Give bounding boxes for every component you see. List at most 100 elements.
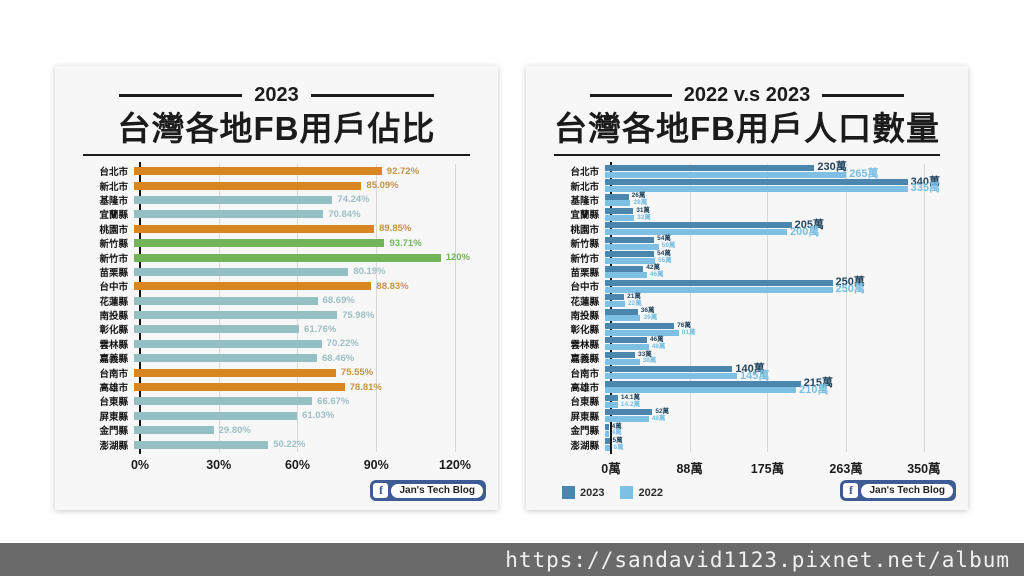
bar-2023	[605, 308, 638, 315]
value-label-2022: 38萬	[642, 357, 657, 365]
value-label-2022: 22萬	[628, 299, 642, 307]
bar-2023	[605, 179, 908, 186]
bar	[134, 339, 322, 348]
bar-area: 93.71%	[134, 236, 470, 250]
bar-area: 88.83%	[134, 279, 470, 293]
bar-line: 61.03%	[134, 409, 470, 423]
bar	[134, 181, 362, 190]
bar	[134, 411, 298, 420]
category-label: 台南市	[570, 368, 599, 380]
bar-row-新北市: 新北市 85.09%	[83, 179, 470, 193]
decoration-line-right	[822, 94, 905, 97]
plot-area: 台北市 230萬 265萬 新北市 340萬 335萬 基隆市 26萬 28萬 宜蘭縣 31萬 32萬…	[554, 162, 940, 454]
value-label-2023: 36萬	[640, 307, 655, 315]
author-badge: f Jan's Tech Blog	[370, 480, 486, 501]
category-label: 新竹縣	[570, 239, 599, 251]
value-label-2023: 5萬	[612, 436, 623, 444]
bar-2022	[605, 286, 833, 293]
bar-line-2023: 5萬	[605, 436, 940, 445]
bar-row-新竹縣: 新竹縣 93.71%	[83, 236, 470, 251]
bar-row-嘉義縣: 嘉義縣 33萬 38萬	[554, 351, 940, 365]
gridline-175萬	[767, 164, 769, 452]
bar-line: 61.76%	[134, 322, 470, 336]
bar-line-2023: 36萬	[605, 308, 940, 315]
bar	[134, 195, 333, 204]
value-label-2022: 55萬	[658, 256, 672, 264]
category-label: 澎湖縣	[570, 440, 599, 452]
bar-2022	[605, 301, 626, 308]
bar-row-新竹市: 新竹市 120%	[83, 251, 470, 265]
bar-line-2022: 265萬	[605, 169, 940, 180]
bar-rows: 台北市 230萬 265萬 新北市 340萬 335萬 基隆市 26萬 28萬 宜蘭縣 31萬 32萬…	[554, 162, 940, 452]
bar	[134, 267, 349, 276]
bar-row-台中市: 台中市 250萬 250萬	[554, 277, 940, 295]
bar-2023	[605, 409, 653, 416]
bar-line: 78.81%	[134, 380, 470, 394]
value-label: 61.76%	[304, 323, 337, 335]
plot-area: 台北市 92.72% 新北市 85.09% 基隆市 74.24% 宜蘭縣 70.84% 桃園市 8…	[83, 162, 470, 454]
bar-2022	[605, 229, 788, 236]
value-label-2022: 335萬	[910, 182, 940, 195]
gridline-60%	[297, 164, 299, 452]
bar-2022	[605, 329, 679, 336]
value-label-2022: 200萬	[790, 225, 820, 238]
bar-row-苗栗縣: 苗栗縣 80.19%	[83, 265, 470, 279]
bar-row-彰化縣: 彰化縣 61.76%	[83, 322, 470, 337]
value-label: 75.55%	[340, 367, 374, 379]
bar-area: 85.09%	[134, 179, 470, 193]
x-tick-label: 263萬	[829, 462, 863, 476]
bar-row-屏東縣: 屏東縣 61.03%	[83, 409, 470, 423]
bar-area: 70.84%	[134, 207, 470, 221]
category-label: 南投縣	[570, 311, 599, 323]
bar	[134, 167, 382, 176]
subtitle-decoration: 2023	[119, 84, 434, 107]
value-label-2022: 6萬	[613, 443, 624, 451]
legend-swatch	[620, 486, 634, 499]
category-label: 台中市	[99, 282, 128, 294]
bar-line-2023: 26萬	[605, 193, 940, 200]
bar-line: 68.69%	[134, 294, 470, 308]
gridline-30%	[218, 164, 220, 452]
gridline-120%	[454, 164, 456, 452]
bar-line-2022: 32萬	[605, 214, 940, 221]
bar-area: 21萬 22萬	[605, 294, 940, 308]
bar-area: 52萬 48萬	[605, 409, 940, 423]
bar-line: 120%	[134, 251, 470, 265]
bar-2023	[605, 294, 625, 301]
bar-area: 61.76%	[134, 322, 470, 336]
bar-area: 46萬 48萬	[605, 337, 940, 351]
value-label-2023: 54萬	[657, 249, 671, 257]
x-tick-label: 350萬	[907, 462, 941, 476]
category-label: 屏東縣	[99, 411, 128, 423]
x-tick-label: 120%	[438, 458, 471, 472]
bar-2022	[605, 344, 649, 351]
category-label: 高雄市	[99, 383, 128, 395]
bar-area: 340萬 335萬	[605, 176, 940, 195]
chart-subtitle: 2022 v.s 2023	[683, 84, 811, 106]
bar-line-2023: 54萬	[605, 236, 940, 243]
bar-line: 75.55%	[134, 366, 470, 380]
category-label: 嘉義縣	[99, 354, 128, 366]
bar-row-彰化縣: 彰化縣 76萬 81萬	[554, 322, 940, 336]
bar-area: 78.81%	[134, 380, 470, 394]
bar-row-新北市: 新北市 340萬 335萬	[554, 176, 940, 195]
bar-2022	[605, 272, 647, 279]
legend-swatch	[562, 486, 575, 499]
bar-2023	[605, 380, 801, 387]
bar-line-2023: 76萬	[605, 322, 940, 330]
bar-2022	[605, 416, 649, 423]
bar-row-台南市: 台南市 75.55%	[83, 366, 470, 380]
value-label-2022: 210萬	[799, 383, 829, 396]
value-label: 92.72%	[386, 165, 420, 177]
chart-title: 台灣各地FB用戶人口數量	[554, 110, 940, 147]
value-label: 78.81%	[349, 381, 382, 393]
bar-area: 54萬 55萬	[605, 249, 940, 265]
value-label-2023: 4萬	[611, 422, 622, 430]
category-label: 台南市	[99, 368, 128, 380]
bar-row-台東縣: 台東縣 66.67%	[83, 394, 470, 409]
chart-subtitle: 2023	[254, 84, 299, 106]
bar-line-2022: 145萬	[605, 370, 940, 381]
gridlines	[140, 164, 470, 452]
bar-2023	[605, 438, 610, 445]
decoration-line-right	[310, 94, 434, 97]
